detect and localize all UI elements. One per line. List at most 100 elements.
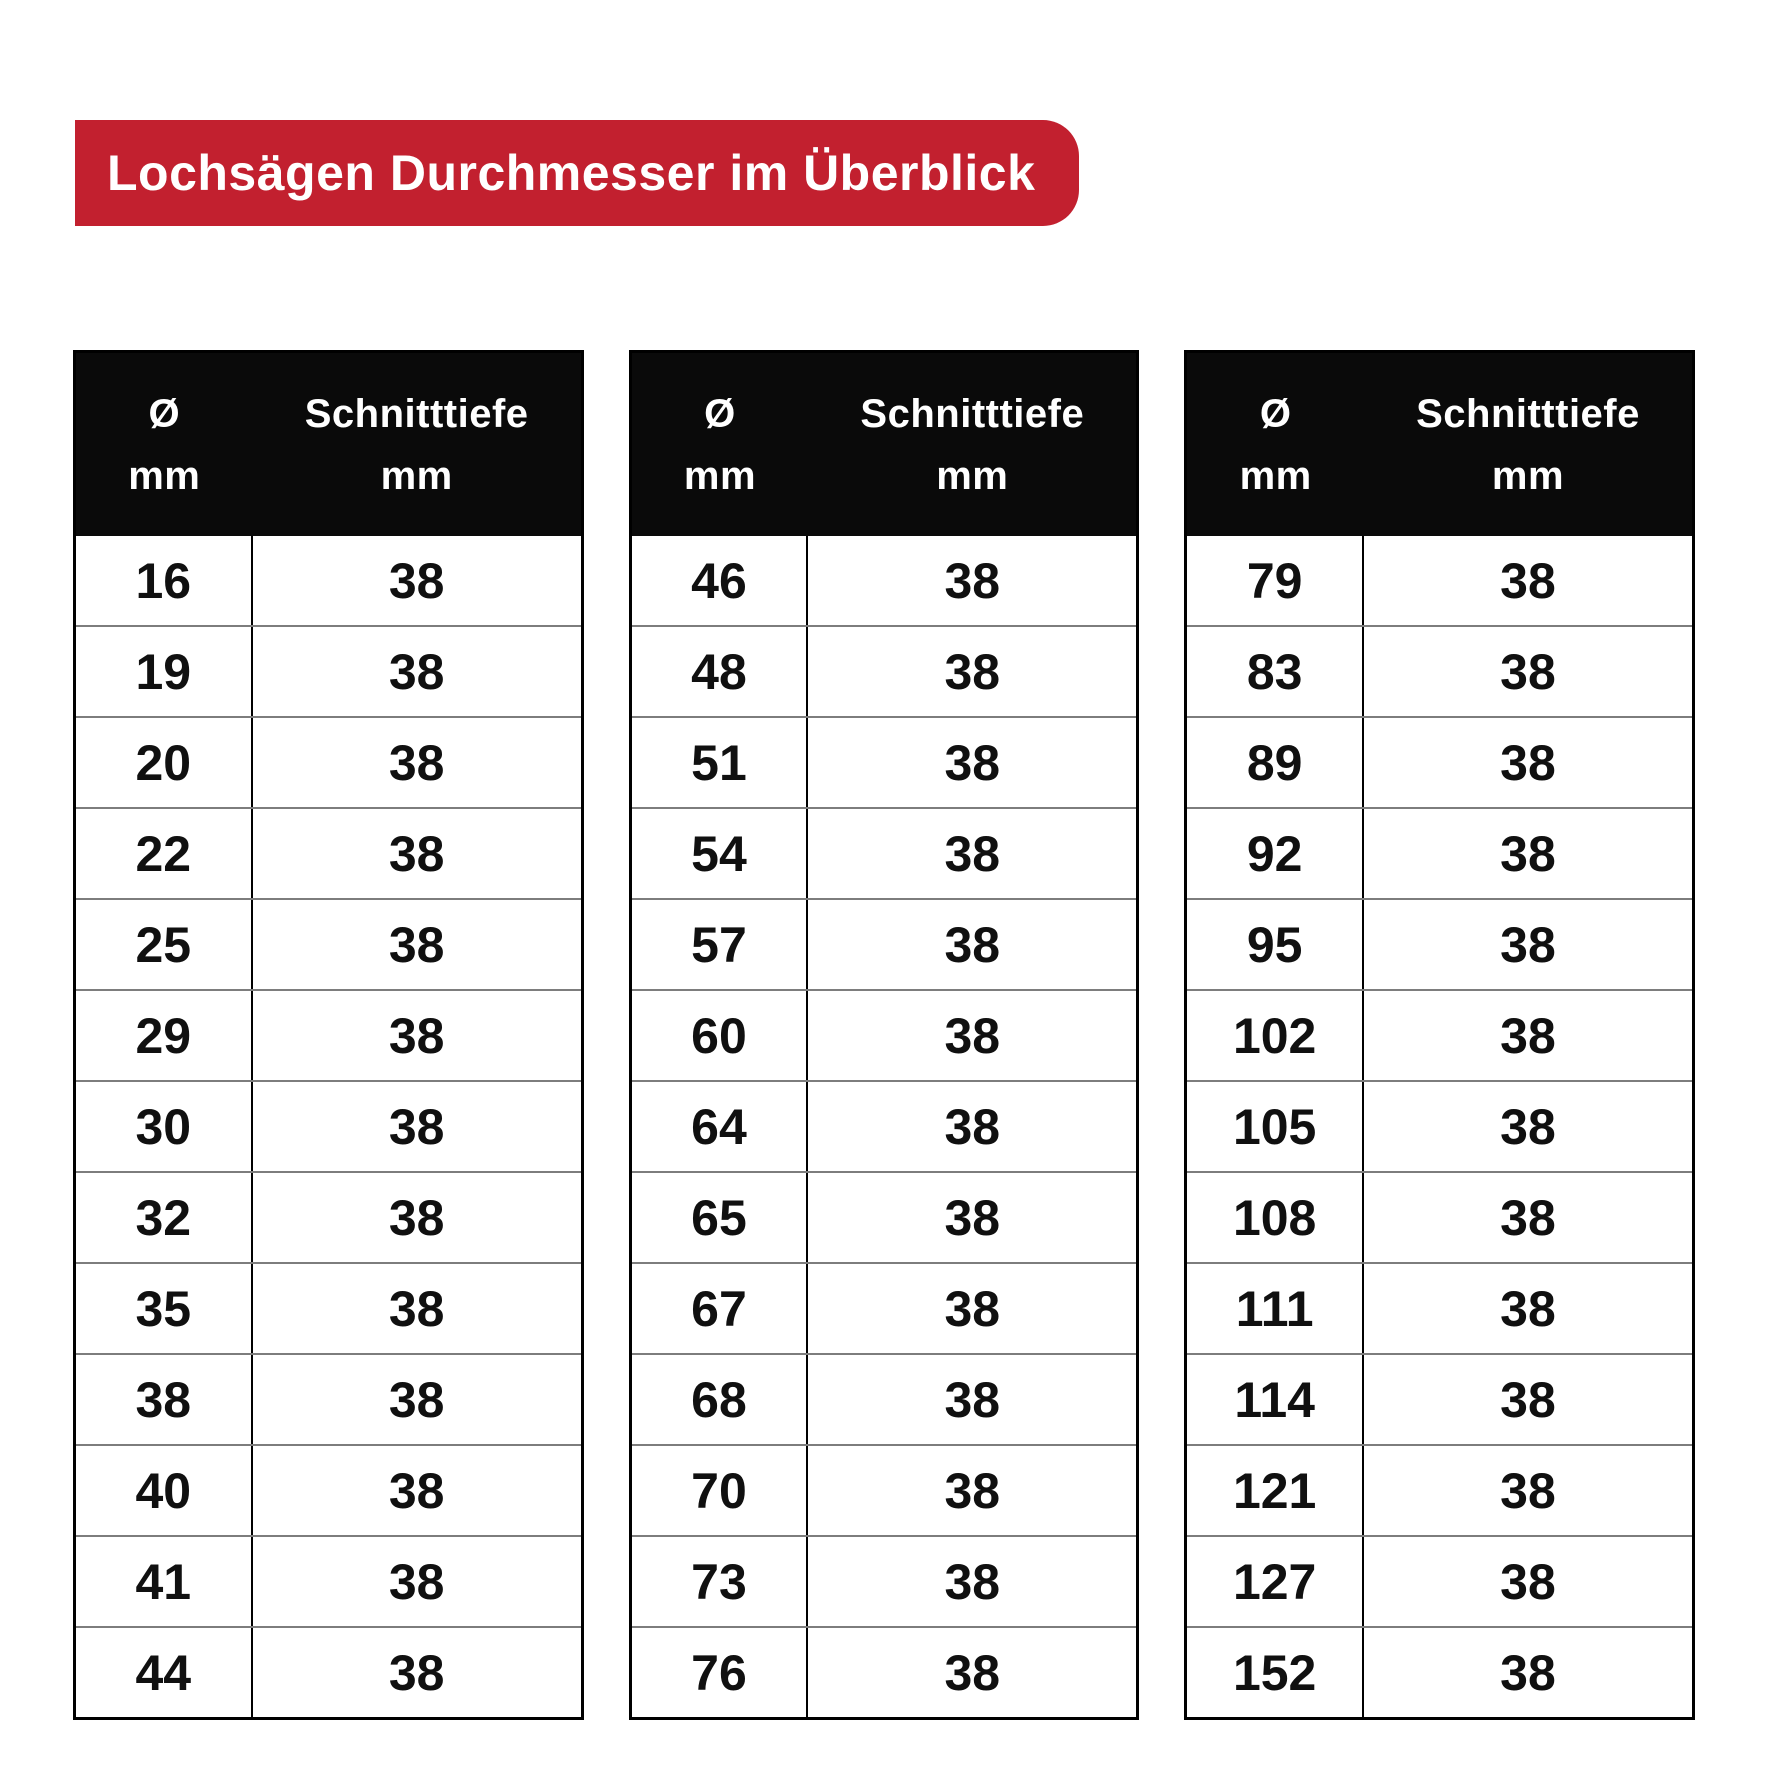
table-row: 64 38 bbox=[631, 1080, 1137, 1171]
depth-value: 38 bbox=[1500, 1098, 1556, 1155]
depth-cell: 38 bbox=[808, 900, 1136, 989]
table-row: 65 38 bbox=[631, 1171, 1137, 1262]
diameter-cell: 57 bbox=[632, 900, 809, 989]
depth-value: 38 bbox=[944, 1644, 1001, 1701]
depth-cell: 38 bbox=[1364, 536, 1692, 625]
depth-value: 38 bbox=[388, 916, 445, 973]
diameter-value: 89 bbox=[1246, 734, 1303, 791]
depth-value: 38 bbox=[388, 1553, 445, 1610]
diameter-cell: 76 bbox=[632, 1628, 809, 1717]
diameter-cell: 38 bbox=[76, 1355, 253, 1444]
diameter-cell: 20 bbox=[76, 718, 253, 807]
depth-value: 38 bbox=[1500, 1280, 1556, 1337]
diameter-cell: 22 bbox=[76, 809, 253, 898]
depth-cell: 38 bbox=[253, 1537, 581, 1626]
depth-cell: 38 bbox=[1364, 1446, 1692, 1535]
depth-value: 38 bbox=[1500, 643, 1556, 700]
diameter-cell: 108 bbox=[1187, 1173, 1364, 1262]
diameter-value: 46 bbox=[691, 552, 747, 609]
diameter-header-unit: mm bbox=[128, 453, 201, 498]
diameter-header-symbol: Ø bbox=[1259, 391, 1292, 436]
depth-cell: 38 bbox=[808, 1628, 1136, 1717]
diameter-value: 105 bbox=[1232, 1098, 1317, 1155]
depth-cell: 38 bbox=[1364, 809, 1692, 898]
depth-header-unit: mm bbox=[380, 453, 453, 498]
table-row: 70 38 bbox=[631, 1444, 1137, 1535]
diameter-value: 19 bbox=[135, 643, 192, 700]
diameter-cell: 95 bbox=[1187, 900, 1364, 989]
diameter-value: 102 bbox=[1232, 1007, 1317, 1064]
diameter-cell: 19 bbox=[76, 627, 253, 716]
depth-value: 38 bbox=[944, 825, 1001, 882]
depth-value: 38 bbox=[944, 1098, 1001, 1155]
diameter-value: 48 bbox=[691, 643, 747, 700]
diameter-cell: 92 bbox=[1187, 809, 1364, 898]
depth-value: 38 bbox=[944, 734, 1001, 791]
table-row: 29 38 bbox=[76, 989, 581, 1080]
diameter-cell: 60 bbox=[632, 991, 809, 1080]
table-row: 83 38 bbox=[1187, 625, 1693, 716]
diameter-value: 60 bbox=[691, 1007, 747, 1064]
diameter-cell: 44 bbox=[76, 1628, 253, 1717]
depth-value: 38 bbox=[944, 1371, 1001, 1428]
table-row: 35 38 bbox=[76, 1262, 581, 1353]
diameter-cell: 73 bbox=[632, 1537, 809, 1626]
depth-cell: 38 bbox=[808, 1446, 1136, 1535]
depth-cell: 38 bbox=[253, 1355, 581, 1444]
depth-value: 38 bbox=[944, 1189, 1001, 1246]
diameter-header-unit: mm bbox=[683, 453, 757, 498]
depth-value: 38 bbox=[388, 1280, 445, 1337]
table-row: 38 38 bbox=[76, 1353, 581, 1444]
table-row: 30 38 bbox=[76, 1080, 581, 1171]
diameter-value: 73 bbox=[691, 1553, 747, 1610]
diameter-value: 108 bbox=[1232, 1189, 1317, 1246]
diameter-cell: 67 bbox=[632, 1264, 809, 1353]
diameter-value: 65 bbox=[691, 1189, 747, 1246]
depth-value: 38 bbox=[944, 552, 1001, 609]
depth-cell: 38 bbox=[1364, 991, 1692, 1080]
diameter-cell: 16 bbox=[76, 536, 253, 625]
diameter-cell: 83 bbox=[1187, 627, 1364, 716]
diameter-cell: 41 bbox=[76, 1537, 253, 1626]
diameter-value: 79 bbox=[1246, 552, 1303, 609]
table-row: 102 38 bbox=[1187, 989, 1693, 1080]
depth-header-label: Schnitttiefe bbox=[860, 391, 1085, 436]
depth-column-header: Schnitttiefe mm bbox=[1364, 383, 1692, 507]
depth-value: 38 bbox=[388, 734, 445, 791]
depth-cell: 38 bbox=[253, 1264, 581, 1353]
depth-cell: 38 bbox=[253, 1082, 581, 1171]
table-row: 79 38 bbox=[1187, 536, 1692, 625]
diameter-cell: 46 bbox=[632, 536, 809, 625]
diameter-value: 121 bbox=[1232, 1462, 1317, 1519]
table-row: 127 38 bbox=[1187, 1535, 1693, 1626]
depth-value: 38 bbox=[944, 1280, 1001, 1337]
diameter-value: 29 bbox=[135, 1007, 192, 1064]
diameter-cell: 64 bbox=[632, 1082, 809, 1171]
depth-value: 38 bbox=[944, 916, 1001, 973]
diameter-cell: 102 bbox=[1187, 991, 1364, 1080]
table-row: 67 38 bbox=[631, 1262, 1137, 1353]
depth-column-header: Schnitttiefe mm bbox=[253, 383, 581, 507]
table-row: 20 38 bbox=[76, 716, 581, 807]
diameter-value: 16 bbox=[135, 552, 192, 609]
depth-cell: 38 bbox=[808, 1082, 1136, 1171]
table-row: 22 38 bbox=[76, 807, 581, 898]
diameter-value: 44 bbox=[135, 1644, 192, 1701]
diameter-value: 152 bbox=[1232, 1644, 1317, 1701]
depth-cell: 38 bbox=[1364, 718, 1692, 807]
diameter-value: 54 bbox=[691, 825, 747, 882]
diameter-value: 20 bbox=[135, 734, 192, 791]
depth-value: 38 bbox=[1500, 916, 1556, 973]
depth-value: 38 bbox=[1500, 1007, 1556, 1064]
diameter-cell: 25 bbox=[76, 900, 253, 989]
depth-cell: 38 bbox=[253, 900, 581, 989]
diameter-header-symbol: Ø bbox=[704, 391, 736, 436]
depth-cell: 38 bbox=[1364, 1537, 1692, 1626]
diameter-cell: 105 bbox=[1187, 1082, 1364, 1171]
